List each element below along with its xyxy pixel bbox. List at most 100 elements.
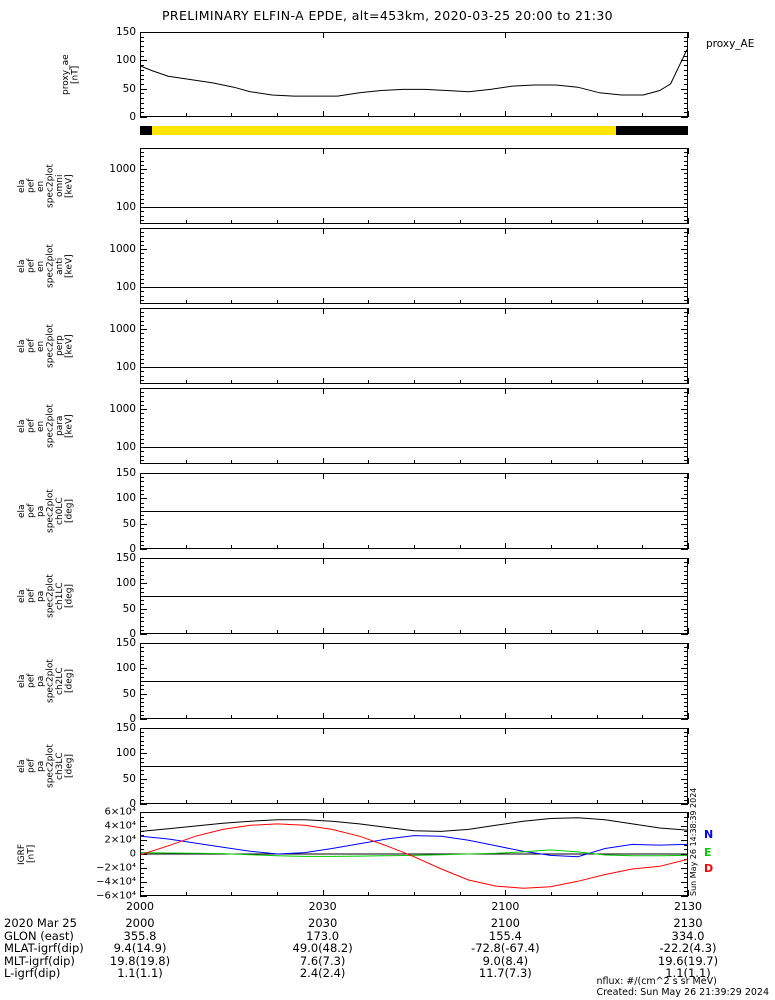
y-minor-tick (140, 107, 144, 109)
y-minor-tick (140, 612, 144, 614)
y-minor-tick (684, 177, 688, 179)
y-minor-tick (684, 169, 688, 171)
trace-proxy_ae (141, 49, 687, 97)
x-minor-tick (505, 545, 507, 549)
y-minor-tick (140, 477, 144, 479)
y-minor-tick (140, 358, 144, 360)
y-minor-tick (140, 617, 144, 619)
y-tick-label: 100 (115, 441, 136, 454)
x-minor-tick (505, 630, 507, 634)
y-minor-tick (684, 459, 688, 461)
y-minor-tick (684, 102, 688, 104)
table-row-label: L-igrf(dip) (4, 966, 61, 981)
x-tick-mark (688, 798, 689, 804)
y-minor-tick (684, 612, 688, 614)
y-tick-mark (681, 728, 688, 729)
y-minor-tick (684, 261, 688, 263)
x-minor-tick (277, 715, 278, 719)
y-minor-tick (140, 494, 144, 496)
y-minor-tick (140, 562, 144, 564)
y-minor-tick (684, 736, 688, 738)
trace-group (141, 817, 687, 889)
y-minor-tick (684, 868, 688, 869)
x-tick-mark (688, 298, 689, 304)
y-minor-tick (140, 749, 144, 751)
x-minor-tick (505, 380, 507, 384)
x-tick-mark (322, 308, 324, 314)
y-minor-tick (684, 574, 688, 576)
y-minor-tick (140, 46, 144, 48)
x-minor-tick (231, 380, 233, 384)
x-minor-tick (368, 300, 370, 304)
y-minor-tick (140, 186, 144, 187)
y-minor-tick (140, 506, 144, 508)
x-minor-tick (322, 545, 324, 549)
y-minor-tick (684, 455, 688, 457)
y-minor-tick (140, 266, 144, 267)
y-tick-label: 0 (129, 848, 136, 860)
y-minor-tick (684, 278, 688, 280)
y-minor-tick (140, 55, 144, 57)
y-minor-tick (684, 358, 688, 360)
y-minor-tick (140, 375, 144, 377)
trace-IGRF_total (141, 817, 687, 832)
table-cell-time: 2130 (673, 916, 703, 930)
x-minor-tick (322, 220, 324, 224)
x-minor-tick (414, 630, 415, 634)
y-minor-tick (684, 791, 688, 793)
y-minor-tick (684, 515, 688, 517)
plot-panel-en_perp (140, 308, 688, 384)
y-minor-tick (684, 523, 688, 525)
y-ticks-en_anti: 1000 100 (88, 228, 136, 304)
y-minor-tick (684, 532, 688, 534)
y-ticks-en_perp: 1000 100 (88, 308, 136, 384)
x-minor-tick (505, 460, 507, 464)
x-tick-label: 2130 (674, 900, 702, 913)
y-minor-tick (140, 858, 144, 860)
y-minor-tick (684, 442, 688, 444)
x-minor-tick (368, 715, 370, 719)
page-title: PRELIMINARY ELFIN-A EPDE, alt=453km, 202… (161, 8, 614, 23)
y-minor-tick (140, 489, 144, 491)
y-minor-tick (140, 320, 144, 322)
y-minor-tick (684, 202, 688, 204)
y-minor-tick (140, 795, 144, 797)
x-tick-mark (688, 728, 689, 734)
y-minor-tick (684, 668, 688, 670)
y-minor-tick (684, 152, 688, 154)
y-tick-mark (140, 896, 147, 897)
y-minor-tick (684, 190, 688, 192)
y-minor-tick (684, 621, 688, 623)
y-minor-tick (140, 333, 144, 335)
y-minor-tick (140, 156, 144, 158)
y-minor-tick (684, 540, 688, 542)
x-tick-mark (140, 111, 141, 117)
y-minor-tick (684, 69, 688, 71)
y-minor-tick (684, 232, 688, 234)
y-tick-mark (140, 473, 147, 474)
x-tick-mark (505, 148, 507, 154)
x-minor-tick (322, 300, 324, 304)
x-minor-tick (277, 892, 278, 896)
y-minor-tick (140, 523, 144, 525)
y-minor-tick (140, 685, 144, 687)
y-ticks-pa_ch3lc: 0 50 100 150 (88, 722, 136, 810)
y-tick-label: 100 (115, 662, 136, 675)
y-minor-tick (140, 194, 144, 196)
x-tick-mark (140, 388, 141, 394)
y-minor-tick (684, 219, 688, 221)
table-cell-mlt: 7.6(7.3) (299, 953, 346, 968)
y-minor-tick (684, 835, 688, 837)
y-axis-label-en_perp: ela pef en spec2plot perp [keV] (17, 324, 75, 368)
table-row-label: 2020 Mar 25 (4, 916, 77, 930)
x-minor-tick (505, 892, 507, 896)
table-cell-glon: 355.8 (123, 928, 157, 943)
y-minor-tick (140, 608, 144, 610)
y-minor-tick (140, 826, 144, 827)
y-minor-tick (684, 591, 688, 593)
y-tick-mark (681, 634, 688, 635)
y-tick-label: 50 (122, 517, 136, 530)
y-minor-tick (684, 840, 688, 841)
y-axis-label-en_para: ela pef en spec2plot para [keV] (17, 404, 75, 448)
panel-gridline (140, 596, 688, 597)
